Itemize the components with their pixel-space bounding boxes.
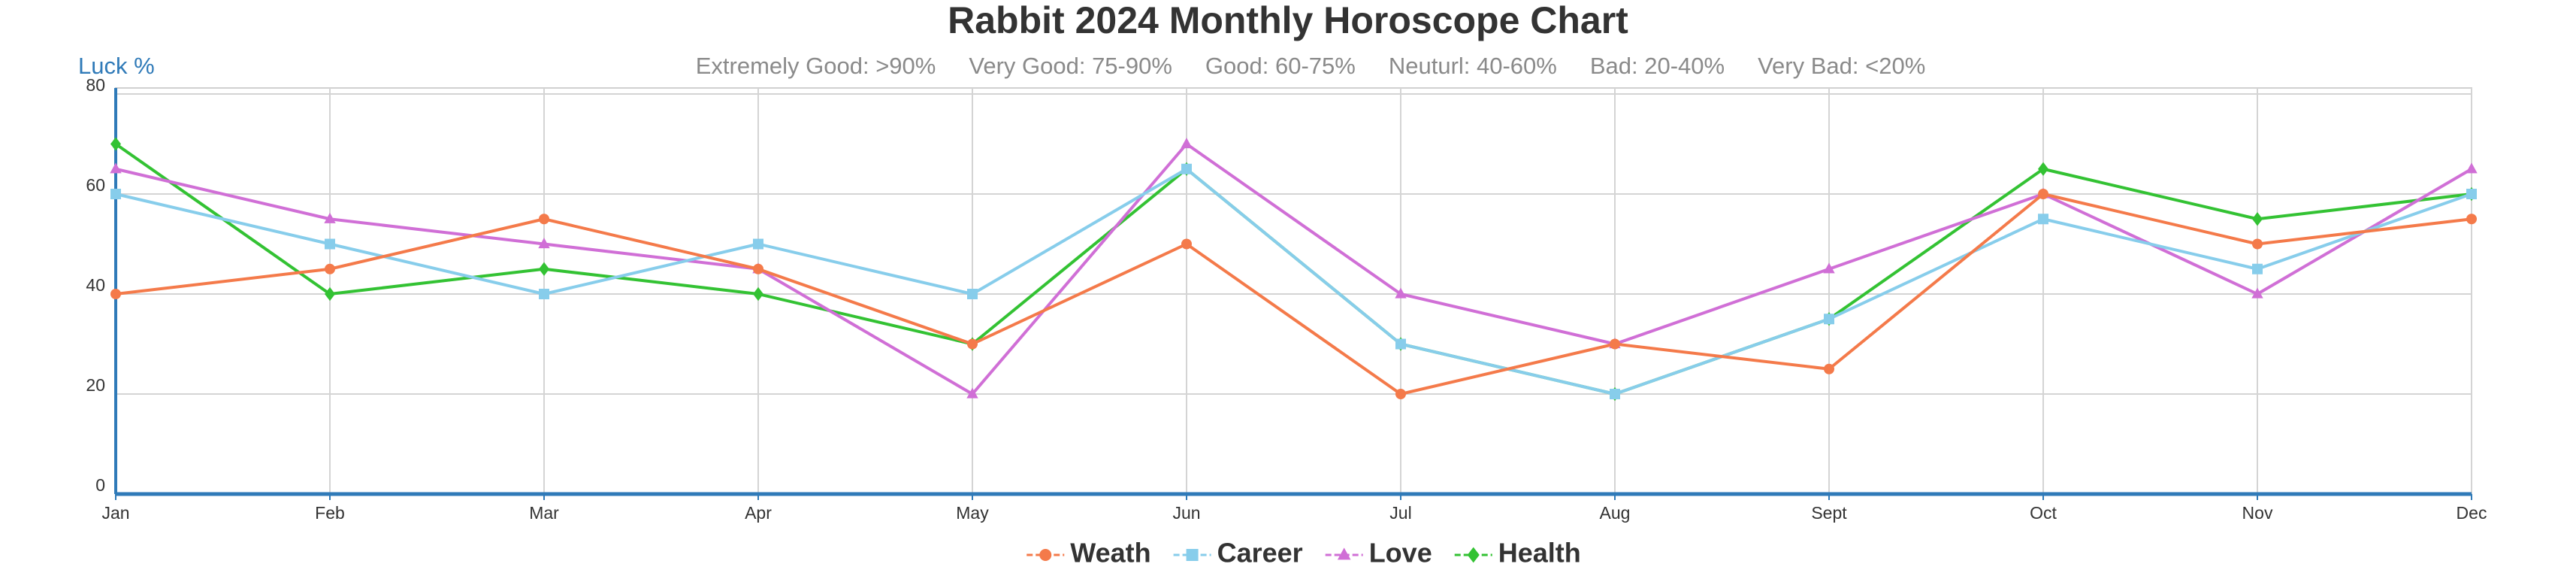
marker [2038, 189, 2048, 199]
marker [1610, 389, 1620, 399]
marker [967, 289, 978, 299]
marker [1823, 262, 1835, 274]
marker [2252, 212, 2263, 226]
marker [2466, 214, 2477, 225]
plot-area [115, 87, 2472, 495]
marker [110, 137, 121, 151]
marker [753, 286, 763, 302]
marker [1039, 549, 1052, 561]
marker [325, 238, 335, 250]
x-tick-label: May [956, 503, 989, 523]
y-tick-label: 40 [86, 275, 105, 295]
marker [1824, 314, 1834, 325]
legend-label: Career [1217, 538, 1303, 568]
marker [539, 289, 549, 299]
marker [2466, 189, 2477, 199]
x-tick-label: Oct [2030, 503, 2057, 523]
x-tick-label: Jan [101, 503, 129, 523]
marker [325, 286, 335, 302]
marker [324, 212, 336, 223]
x-tick-label: Aug [1600, 503, 1631, 523]
marker [1610, 338, 1620, 350]
marker [2252, 263, 2263, 274]
marker [539, 262, 549, 276]
marker [1824, 363, 1834, 374]
marker [2251, 287, 2263, 299]
marker [966, 387, 978, 399]
legend-item[interactable]: Weath [1026, 538, 1151, 568]
marker [1181, 163, 1192, 174]
series [110, 138, 2478, 399]
marker [110, 289, 121, 299]
marker [1395, 389, 1406, 399]
subtitle: Extremely Good: >90% Very Good: 75-90% Goo… [696, 53, 1926, 79]
legend-label: Health [1498, 538, 1581, 568]
y-axis-label: Luck % [78, 53, 155, 79]
marker [110, 189, 121, 199]
y-tick-label: 0 [95, 475, 105, 495]
x-tick-label: Mar [529, 503, 559, 523]
marker [539, 214, 549, 225]
x-tick-label: Feb [315, 503, 345, 523]
marker [1181, 138, 1193, 149]
x-tick-label: Nov [2242, 503, 2273, 523]
marker [2252, 238, 2263, 250]
marker [967, 338, 978, 350]
series-line [115, 167, 2472, 396]
marker [110, 162, 122, 174]
subtitle-item: Very Good: 75-90% [969, 53, 1172, 79]
legend: Weath Career Love Health [1026, 538, 1581, 568]
marker [538, 238, 550, 249]
y-tick-label: 60 [86, 175, 105, 195]
chart-title: Rabbit 2024 Monthly Horoscope Chart [948, 0, 1628, 41]
subtitle-item: Very Bad: <20% [1758, 53, 1925, 79]
subtitle-item: Bad: 20-40% [1590, 53, 1725, 79]
series-line [115, 142, 2473, 396]
series [110, 137, 2477, 402]
x-tick-label: Sept [1811, 503, 1847, 523]
x-tick-label: Jul [1389, 503, 1411, 523]
marker [1467, 547, 1480, 563]
marker [1395, 287, 1407, 299]
series-line [114, 142, 2472, 396]
series-line [115, 192, 2472, 396]
marker [2466, 162, 2478, 174]
legend-label: Weath [1070, 538, 1150, 568]
x-tick-label: Apr [745, 503, 772, 523]
marker [2038, 214, 2048, 225]
x-tick-label: Jun [1172, 503, 1200, 523]
series [110, 189, 2477, 399]
series [110, 163, 2477, 399]
subtitle-item: Neuturl: 40-60% [1389, 53, 1557, 79]
y-tick-label: 80 [86, 75, 105, 95]
marker [1337, 547, 1351, 560]
legend-label: Love [1369, 538, 1432, 568]
legend-item[interactable]: Career [1173, 538, 1303, 568]
marker [753, 263, 763, 274]
marker [753, 238, 763, 250]
marker [325, 263, 335, 274]
subtitle-item: Extremely Good: >90% [696, 53, 936, 79]
x-tick-label: Dec [2457, 503, 2487, 523]
legend-item[interactable]: Health [1454, 538, 1581, 568]
marker [1186, 549, 1199, 561]
marker [1181, 238, 1192, 250]
y-tick-label: 20 [86, 375, 105, 395]
marker [2038, 162, 2048, 176]
legend-item[interactable]: Love [1325, 538, 1432, 568]
subtitle-item: Good: 60-75% [1205, 53, 1356, 79]
marker [1395, 338, 1406, 350]
